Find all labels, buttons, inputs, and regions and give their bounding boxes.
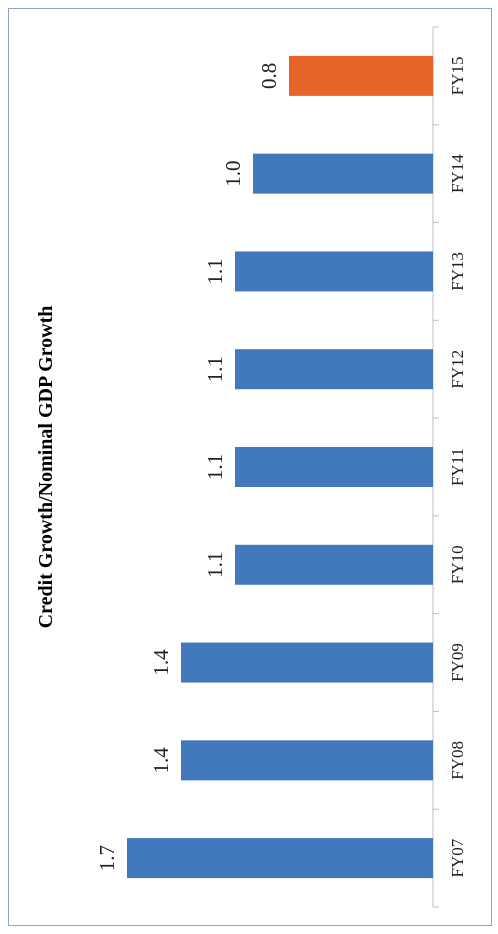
bar-fy08 bbox=[181, 740, 433, 781]
tick-label-fy12: FY12 bbox=[448, 350, 467, 389]
data-label-fy14: 1.0 bbox=[221, 161, 245, 187]
data-label-fy08: 1.4 bbox=[149, 747, 173, 774]
bars: 1.7 1.4 1.4 1.1 1.1 1.1 1.1 1.0 0.8 bbox=[95, 55, 433, 879]
bar-fy11 bbox=[235, 447, 433, 487]
data-label-fy15: 0.8 bbox=[257, 63, 281, 89]
data-label-fy12: 1.1 bbox=[203, 356, 227, 382]
tick-label-fy08: FY08 bbox=[448, 741, 467, 780]
data-label-fy13: 1.1 bbox=[203, 258, 227, 284]
tick-label-fy14: FY14 bbox=[448, 154, 467, 193]
bar-fy10 bbox=[235, 544, 433, 585]
bar-fy07 bbox=[127, 838, 433, 879]
tick-label-fy11: FY11 bbox=[448, 448, 467, 486]
chart-title: Credit Growth/Nominal GDP Growth bbox=[35, 306, 57, 629]
bar-fy14 bbox=[253, 153, 433, 194]
bar-fy15 bbox=[289, 55, 433, 96]
data-label-fy07: 1.7 bbox=[95, 845, 119, 871]
tick-label-fy13: FY13 bbox=[448, 252, 467, 291]
data-label-fy10: 1.1 bbox=[203, 552, 227, 578]
tick-label-fy07: FY07 bbox=[448, 838, 467, 877]
bar-fy12 bbox=[235, 349, 433, 390]
tick-label-fy09: FY09 bbox=[448, 643, 467, 682]
bar-fy13 bbox=[235, 251, 433, 292]
bar-fy09 bbox=[181, 642, 433, 683]
category-axis: FY07 FY08 FY09 FY10 FY11 FY12 FY13 FY14 FY15 bbox=[432, 26, 467, 908]
data-label-fy11: 1.1 bbox=[203, 454, 227, 480]
tick-label-fy15: FY15 bbox=[448, 57, 467, 96]
tick-label-fy10: FY10 bbox=[448, 545, 467, 584]
data-label-fy09: 1.4 bbox=[149, 649, 173, 676]
